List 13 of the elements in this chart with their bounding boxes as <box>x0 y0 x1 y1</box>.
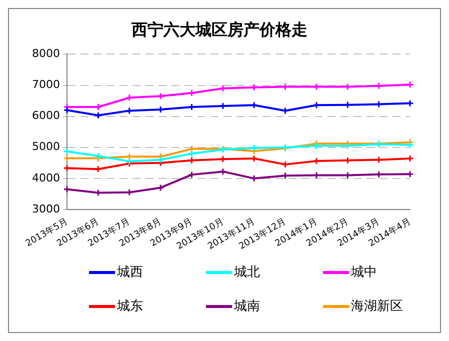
chart-title: 西宁六大城区房产价格走 <box>130 20 308 39</box>
legend-label: 城北 <box>234 264 260 281</box>
y-tick-label: 4000 <box>32 171 60 184</box>
legend-label: 城中 <box>351 264 377 281</box>
y-tick-label: 7000 <box>32 78 60 92</box>
y-tick-label: 3000 <box>32 202 60 216</box>
legend-label: 海湖新区 <box>351 298 403 315</box>
legend-label: 城西 <box>117 264 143 281</box>
y-tick-label: 8000 <box>32 47 60 60</box>
legend-label: 城南 <box>234 298 260 315</box>
legend-label: 城东 <box>117 298 143 315</box>
y-tick-label: 6000 <box>32 109 60 122</box>
y-tick-label: 5000 <box>32 140 60 154</box>
